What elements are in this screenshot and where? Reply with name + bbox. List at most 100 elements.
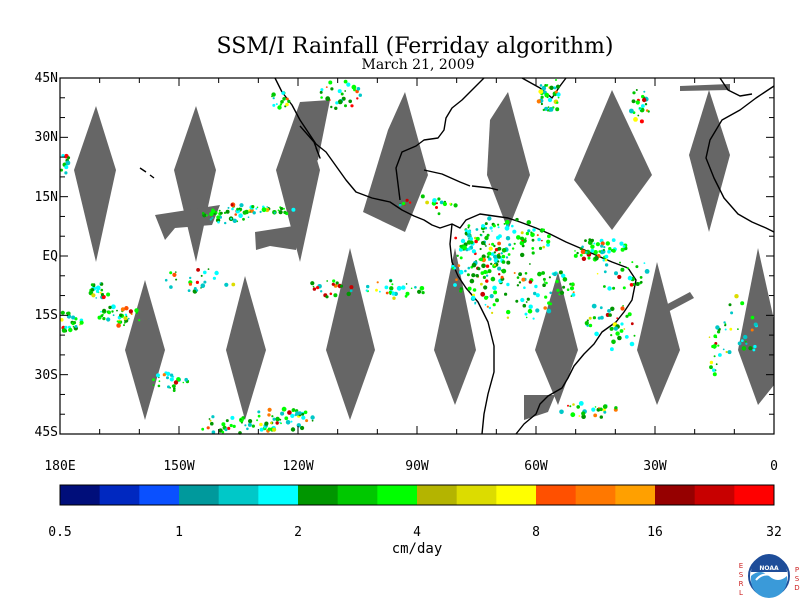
rain-speckle	[284, 416, 289, 421]
rain-speckle	[528, 280, 533, 284]
rain-speckle	[285, 420, 291, 425]
rain-speckle	[574, 250, 576, 252]
rain-speckle	[542, 283, 546, 288]
rain-speckle	[584, 321, 589, 326]
rain-speckle	[366, 284, 370, 289]
rain-speckle	[333, 293, 338, 298]
rain-speckle	[544, 295, 548, 299]
rain-speckle	[247, 216, 250, 218]
swath-gap-hook	[255, 225, 300, 250]
rain-speckle	[493, 244, 496, 248]
rain-speckle	[346, 82, 351, 87]
rain-speckle	[497, 226, 500, 229]
rain-speckle	[516, 276, 520, 279]
rain-speckle	[79, 320, 84, 325]
rain-speckle	[624, 335, 629, 339]
rain-speckle	[376, 281, 379, 284]
rain-speckle	[172, 384, 176, 388]
rain-speckle	[620, 306, 625, 311]
rain-speckle	[267, 407, 272, 412]
rain-speckle	[349, 285, 354, 290]
latitude-labels: 45N 30N 15N EQ 15S 30S 45S	[35, 71, 59, 440]
rain-speckle	[275, 421, 279, 425]
swath-gap-south	[535, 272, 578, 405]
rain-speckle	[492, 303, 496, 307]
colorbar-swatch	[298, 485, 339, 505]
rain-speckle	[644, 269, 650, 274]
rain-speckle	[453, 203, 458, 208]
rain-speckle	[715, 363, 718, 366]
rain-speckle	[227, 206, 230, 209]
rain-speckle	[603, 246, 606, 249]
rain-speckle	[533, 291, 537, 296]
swath-gap-north	[487, 92, 530, 230]
rain-speckle	[467, 247, 471, 251]
rain-speckle	[712, 368, 716, 372]
rain-speckle	[234, 213, 237, 216]
rain-speckle	[548, 276, 552, 279]
rain-speckle	[301, 415, 306, 420]
rain-speckle	[480, 271, 485, 275]
colorbar-swatch	[496, 485, 537, 505]
rain-speckle	[558, 270, 563, 275]
rain-speckle	[546, 243, 550, 247]
rain-speckle	[484, 235, 489, 241]
rain-speckle	[341, 96, 346, 101]
rainfall-field	[60, 79, 758, 435]
rain-speckle	[709, 365, 713, 370]
rain-speckle	[752, 348, 756, 352]
rain-speckle	[230, 203, 234, 207]
rain-speckle	[419, 286, 425, 291]
rain-speckle	[471, 295, 476, 300]
rain-speckle	[497, 223, 500, 226]
rain-speckle	[60, 168, 63, 172]
colorbar-swatch	[734, 485, 775, 505]
noaa-logo-sky	[751, 554, 787, 572]
rain-speckle	[516, 284, 520, 287]
noaa-logo-bird-icon	[755, 573, 779, 581]
rain-speckle	[491, 230, 493, 232]
rain-speckle	[124, 306, 129, 311]
rain-speckle	[737, 328, 739, 330]
coastline-hispaniola	[471, 185, 499, 191]
rain-speckle	[389, 286, 394, 291]
rain-speckle	[231, 207, 234, 211]
rain-speckle	[106, 317, 111, 322]
rain-speckle	[224, 282, 229, 287]
rain-speckle	[384, 285, 389, 290]
rain-speckle	[337, 99, 343, 105]
rain-speckle	[599, 306, 603, 310]
rain-speckle	[244, 209, 249, 215]
swath-gap-north	[74, 106, 116, 262]
rain-speckle	[488, 243, 491, 246]
rain-speckle	[207, 268, 210, 270]
rain-speckle	[291, 207, 296, 212]
rain-speckle	[547, 301, 551, 305]
rain-speckle	[576, 251, 579, 255]
swath-gap-south	[434, 248, 476, 405]
rain-speckle	[600, 244, 604, 248]
noaa-logo-agency: NOAA	[759, 565, 779, 572]
rain-speckle	[556, 288, 560, 292]
rain-speckle	[64, 325, 68, 329]
colorbar-swatches	[60, 485, 775, 505]
rain-speckle	[640, 280, 643, 284]
rain-speckle	[66, 311, 71, 316]
rain-speckle	[410, 287, 413, 290]
rain-speckle	[492, 285, 497, 291]
rain-speckle	[389, 279, 393, 283]
rain-speckle	[580, 249, 586, 255]
rain-speckle	[95, 297, 97, 299]
rain-speckle	[581, 411, 586, 416]
rain-speckle	[467, 286, 472, 291]
rain-speckle	[546, 96, 549, 99]
rain-speckle	[483, 269, 488, 275]
rain-speckle	[615, 331, 620, 336]
rain-speckle	[581, 414, 586, 420]
rain-speckle	[743, 334, 748, 340]
rain-speckle	[620, 247, 625, 252]
rain-speckle	[255, 207, 258, 210]
rain-speckle	[622, 286, 626, 290]
rain-speckle	[511, 224, 514, 228]
